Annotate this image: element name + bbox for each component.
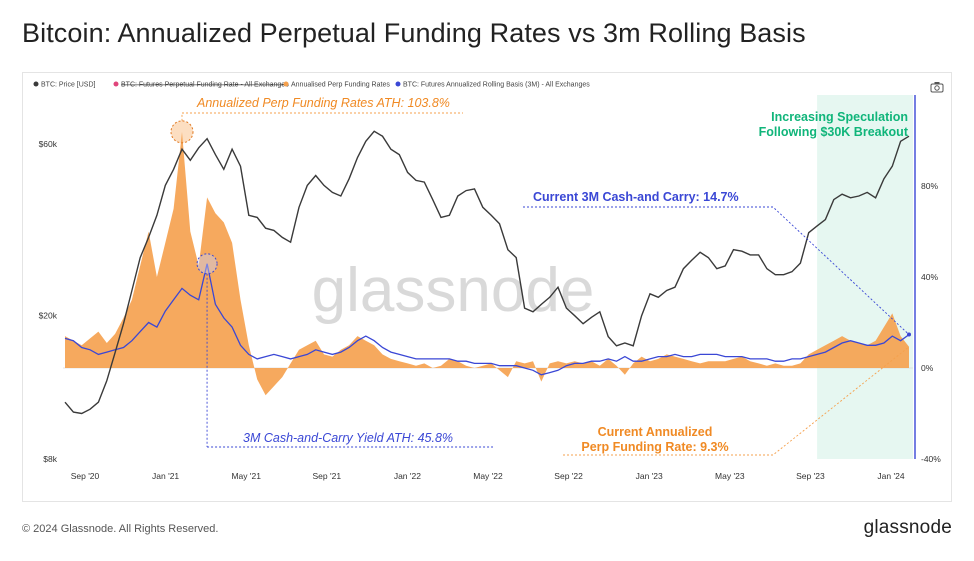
annotation-basis-ath: 3M Cash-and-Carry Yield ATH: 45.8% (243, 431, 453, 445)
x-tick-label: May '21 (231, 471, 261, 481)
series-funding-area (65, 131, 909, 396)
page-title: Bitcoin: Annualized Perpetual Funding Ra… (22, 18, 806, 48)
x-tick-label: Jan '21 (152, 471, 179, 481)
legend-swatch (33, 81, 39, 87)
legend-swatch (395, 81, 401, 87)
speculation-shaded-region (817, 95, 913, 459)
right-tick-label: 80% (921, 181, 938, 191)
legend-item-2[interactable]: BTC: Futures Perpetual Funding Rate - Al… (113, 81, 290, 89)
chart-svg: BTC: Price [USD] BTC: Futures Perpetual F… (33, 81, 944, 481)
chart-panel: BTC: Price [USD] BTC: Futures Perpetual F… (22, 72, 952, 502)
x-tick-label: Jan '23 (636, 471, 663, 481)
copyright-text: © 2024 Glassnode. All Rights Reserved. (22, 523, 219, 535)
basis-ath-marker (196, 253, 218, 275)
series-basis-line (64, 263, 910, 376)
legend-item-3[interactable]: Annualised Perp Funding Rates (283, 81, 391, 89)
annotation-current-basis: Current 3M Cash-and Carry: 14.7% (533, 190, 739, 204)
x-tick-label: Jan '24 (877, 471, 904, 481)
funding-ath-marker (170, 120, 194, 144)
legend-swatch (113, 81, 119, 87)
glassnode-logo: glassnode (863, 517, 952, 538)
x-tick-label: Sep '21 (313, 471, 342, 481)
right-tick-label: 0% (921, 363, 934, 373)
camera-icon[interactable] (930, 82, 944, 93)
legend-label: BTC: Futures Perpetual Funding Rate - Al… (121, 82, 289, 89)
x-tick-label: Sep '22 (554, 471, 583, 481)
x-tick-label: May '22 (473, 471, 503, 481)
legend-label: BTC: Futures Annualized Rolling Basis (3… (403, 82, 590, 89)
annotation-funding-ath: Annualized Perp Funding Rates ATH: 103.8… (196, 96, 450, 110)
legend-label: Annualised Perp Funding Rates (291, 82, 390, 89)
annotation-speculation-line2: Following $30K Breakout (759, 125, 909, 139)
annotation-speculation-line1: Increasing Speculation (771, 110, 908, 124)
left-y-axis: $8k $20k $60k (39, 139, 58, 464)
right-tick-label: 40% (921, 272, 938, 282)
annotation-current-funding-line1: Current Annualized (598, 425, 713, 439)
legend-item-1[interactable]: BTC: Price [USD] (33, 81, 96, 89)
x-axis: Sep '20 Jan '21 May '21 Sep '21 Jan '22 May '… (71, 471, 905, 481)
annotation-current-funding-line2: Perp Funding Rate: 9.3% (581, 440, 728, 454)
left-tick-label: $20k (39, 311, 58, 321)
left-tick-label: $60k (39, 139, 58, 149)
right-tick-label: -40% (921, 454, 941, 464)
current-funding-leader (563, 346, 910, 456)
x-tick-label: Sep '23 (796, 471, 825, 481)
legend-label: BTC: Price [USD] (41, 82, 96, 89)
x-tick-label: May '23 (715, 471, 745, 481)
right-y-axis: -40% 0% 40% 80% (921, 181, 941, 464)
series-price-line (64, 130, 910, 415)
x-tick-label: Jan '22 (394, 471, 421, 481)
x-tick-label: Sep '20 (71, 471, 100, 481)
current-basis-leader (523, 206, 910, 335)
legend-swatch (283, 81, 289, 87)
chart-legend: BTC: Price [USD] BTC: Futures Perpetual F… (33, 81, 591, 89)
watermark: glassnode (312, 256, 595, 325)
legend-item-4[interactable]: BTC: Futures Annualized Rolling Basis (3… (395, 81, 591, 89)
left-tick-label: $8k (43, 454, 57, 464)
current-basis-point (907, 332, 911, 337)
